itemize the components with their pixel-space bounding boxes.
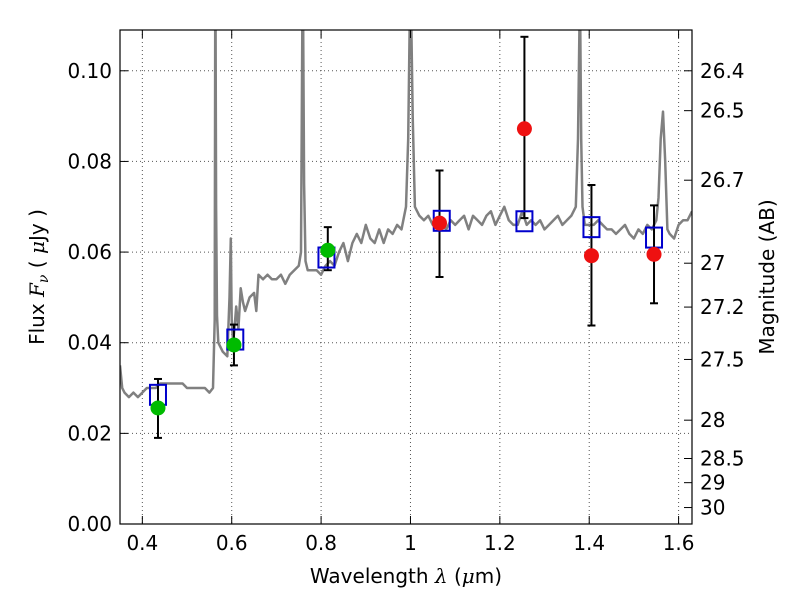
y-tick-label: 0.06 [67, 240, 112, 264]
y2-tick-label: 29 [700, 471, 725, 495]
y2-tick-label: 26.7 [700, 168, 745, 192]
red-data-point [646, 246, 662, 262]
x-tick-label: 0.6 [216, 531, 248, 555]
y2-tick-label: 26.4 [700, 59, 745, 83]
y2-tick-label: 27.5 [700, 347, 745, 371]
model-box-marker [515, 210, 534, 233]
plot-frame [119, 29, 693, 525]
x-tick-label: 1.6 [663, 531, 695, 555]
plot-area [120, 30, 692, 399]
y2-tick-label: 27 [700, 251, 725, 275]
model-box-marker [582, 216, 601, 239]
data-markers [148, 35, 664, 439]
x-tick-label: 0.4 [126, 531, 158, 555]
y2-tick-label: 28.5 [700, 446, 745, 470]
y-tick-label: 0.10 [67, 59, 112, 83]
y-tick-label: 0.02 [67, 421, 112, 445]
x-tick-label: 1.4 [573, 531, 605, 555]
y2-tick-label: 28 [700, 408, 725, 432]
spectrum-line [120, 30, 692, 399]
x-axis-label: Wavelength λ (μm) [310, 564, 502, 588]
y-tick-label: 0.04 [67, 331, 112, 355]
x-tick-label: 0.8 [305, 531, 337, 555]
red-data-point [583, 248, 599, 264]
x-tick-label: 1.2 [484, 531, 516, 555]
red-data-point [516, 121, 532, 137]
y-tick-label: 0.08 [67, 149, 112, 173]
green-data-point [150, 400, 166, 416]
x-tick-label: 1 [404, 531, 417, 555]
y2-tick-label: 27.2 [700, 295, 745, 319]
y2-tick-label: 26.5 [700, 99, 745, 123]
axis-ticks: 0.4 0.6 0.8 1 1.2 1.4 1.6 0.00 0.02 0.04 0.06 0.08 0… [67, 30, 745, 555]
green-data-point [226, 337, 242, 353]
red-data-point [432, 215, 448, 231]
y2-axis-label: Magnitude (AB) [755, 199, 779, 354]
green-data-point [320, 242, 336, 258]
y-axis-label: Flux Fν ( μJy ) [25, 209, 52, 345]
y2-tick-label: 30 [700, 496, 725, 520]
y-tick-label: 0.00 [67, 512, 112, 536]
